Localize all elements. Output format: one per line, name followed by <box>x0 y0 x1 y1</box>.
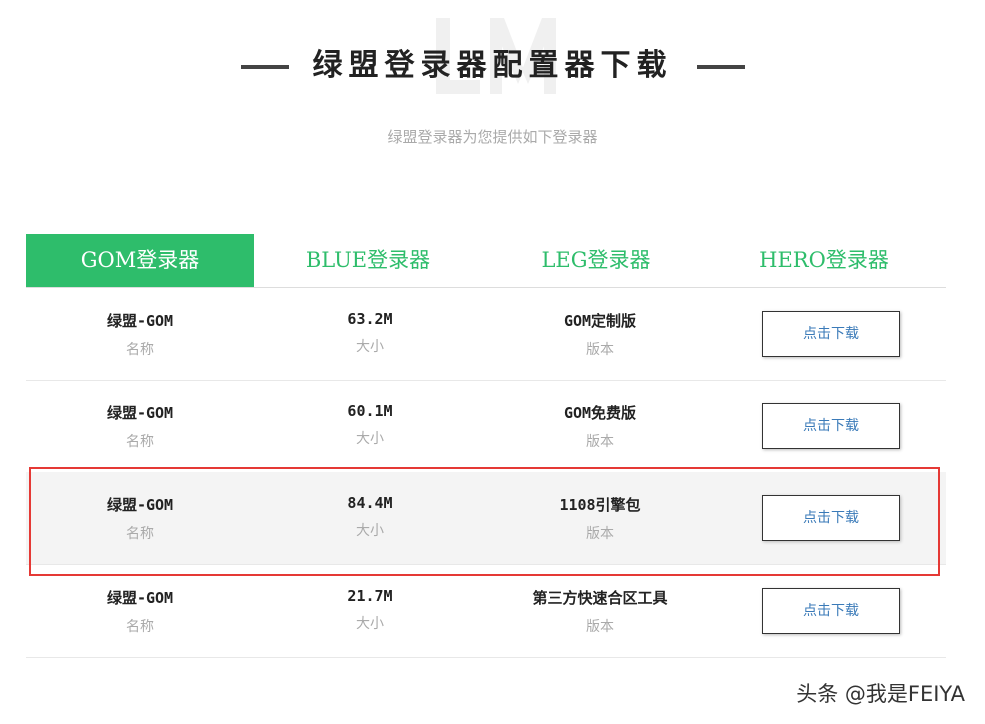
footer-watermark: 头条 @我是FEIYA <box>796 682 965 706</box>
size-value: 60.1M <box>347 402 393 420</box>
size-cell: 60.1M 大小 <box>270 402 470 448</box>
version-cell: GOM免费版 版本 <box>500 402 700 451</box>
size-cell: 84.4M 大小 <box>270 494 470 540</box>
highlight-box <box>29 467 940 576</box>
size-cell: 21.7M 大小 <box>270 587 470 633</box>
name-cell: 绿盟-GOM 名称 <box>40 494 240 543</box>
version-value: GOM定制版 <box>563 312 637 330</box>
name-cell: 绿盟-GOM 名称 <box>40 587 240 636</box>
name-label: 名称 <box>126 619 154 635</box>
version-label: 版本 <box>586 342 614 358</box>
version-cell: GOM定制版 版本 <box>500 310 700 359</box>
subtitle: 绿盟登录器为您提供如下登录器 <box>387 128 598 146</box>
name-value: 绿盟-GOM <box>106 312 174 330</box>
download-button[interactable]: 点击下载 <box>762 311 900 357</box>
tab-gom[interactable]: GOM登录器 <box>26 234 254 287</box>
divider <box>696 65 745 69</box>
table-row: 绿盟-GOM 名称 63.2M 大小 GOM定制版 版本 点击下载 <box>26 288 946 381</box>
version-value: 第三方快速合区工具 <box>532 589 668 607</box>
table-row: 绿盟-GOM 名称 84.4M 大小 1108引擎包 版本 点击下载 <box>26 472 946 565</box>
download-button[interactable]: 点击下载 <box>762 403 900 449</box>
name-value: 绿盟-GOM <box>106 496 174 514</box>
version-label: 版本 <box>586 526 614 542</box>
name-label: 名称 <box>126 434 154 450</box>
size-cell: 63.2M 大小 <box>270 310 470 356</box>
name-value: 绿盟-GOM <box>106 404 174 422</box>
tab-blue[interactable]: BLUE登录器 <box>305 248 431 272</box>
version-cell: 1108引擎包 版本 <box>500 494 700 543</box>
size-value: 84.4M <box>347 494 393 512</box>
name-label: 名称 <box>126 526 154 542</box>
version-value: GOM免费版 <box>563 404 637 422</box>
name-cell: 绿盟-GOM 名称 <box>40 310 240 359</box>
version-cell: 第三方快速合区工具 版本 <box>500 587 700 636</box>
logo-watermark <box>436 18 556 94</box>
size-value: 63.2M <box>347 310 393 328</box>
version-label: 版本 <box>586 434 614 450</box>
size-label: 大小 <box>356 431 384 447</box>
version-value: 1108引擎包 <box>559 496 641 514</box>
size-label: 大小 <box>356 616 384 632</box>
divider <box>240 65 289 69</box>
download-button[interactable]: 点击下载 <box>762 588 900 634</box>
name-value: 绿盟-GOM <box>106 589 174 607</box>
page-title: 绿盟登录器配置器下载 <box>0 40 985 84</box>
version-label: 版本 <box>586 619 614 635</box>
size-label: 大小 <box>356 523 384 539</box>
tab-bar: GOM登录器 BLUE登录器 LEG登录器 HERO登录器 <box>26 234 946 288</box>
name-cell: 绿盟-GOM 名称 <box>40 402 240 451</box>
size-label: 大小 <box>356 339 384 355</box>
tab-leg[interactable]: LEG登录器 <box>541 248 651 272</box>
download-button[interactable]: 点击下载 <box>762 495 900 541</box>
tab-hero[interactable]: HERO登录器 <box>759 248 889 272</box>
table-row: 绿盟-GOM 名称 21.7M 大小 第三方快速合区工具 版本 点击下载 <box>26 565 946 658</box>
table-row: 绿盟-GOM 名称 60.1M 大小 GOM免费版 版本 点击下载 <box>26 380 946 473</box>
page-title-text: 绿盟登录器配置器下载 <box>312 48 673 83</box>
size-value: 21.7M <box>347 587 393 605</box>
name-label: 名称 <box>126 342 154 358</box>
